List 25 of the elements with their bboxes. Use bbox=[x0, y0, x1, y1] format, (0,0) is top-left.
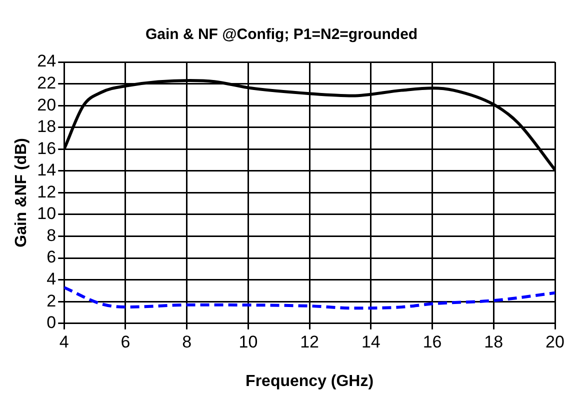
y-tick-label: 10 bbox=[37, 204, 56, 224]
y-tick-label: 2 bbox=[46, 291, 56, 310]
y-tick-label: 20 bbox=[37, 95, 56, 114]
y-tick-label: 6 bbox=[46, 248, 56, 267]
x-tick-label: 12 bbox=[300, 332, 320, 352]
y-tick-label: 24 bbox=[37, 52, 56, 71]
x-axis-title: Frequency (GHz) bbox=[246, 372, 374, 390]
x-tick-label: 10 bbox=[238, 332, 258, 352]
x-tick-label: 4 bbox=[59, 332, 69, 352]
y-tick-label: 18 bbox=[37, 117, 56, 136]
x-tick-label: 8 bbox=[182, 332, 192, 352]
y-tick-label: 0 bbox=[46, 313, 56, 332]
y-tick-label: 8 bbox=[46, 226, 56, 245]
x-tick-label: 6 bbox=[120, 332, 130, 352]
y-axis-title: Gain &NF (dB) bbox=[13, 138, 30, 248]
y-tick-label: 14 bbox=[37, 160, 56, 180]
y-tick-label: 12 bbox=[37, 182, 56, 202]
y-tick-label: 16 bbox=[37, 138, 56, 158]
x-tick-label: 18 bbox=[484, 332, 504, 352]
y-tick-label: 22 bbox=[37, 73, 56, 92]
x-tick-label: 14 bbox=[361, 332, 380, 352]
x-tick-label: 20 bbox=[546, 332, 564, 352]
y-tick-label: 4 bbox=[46, 270, 56, 289]
x-tick-label: 16 bbox=[422, 332, 442, 352]
chart-title: Gain & NF @Config; P1=N2=grounded bbox=[145, 26, 418, 44]
